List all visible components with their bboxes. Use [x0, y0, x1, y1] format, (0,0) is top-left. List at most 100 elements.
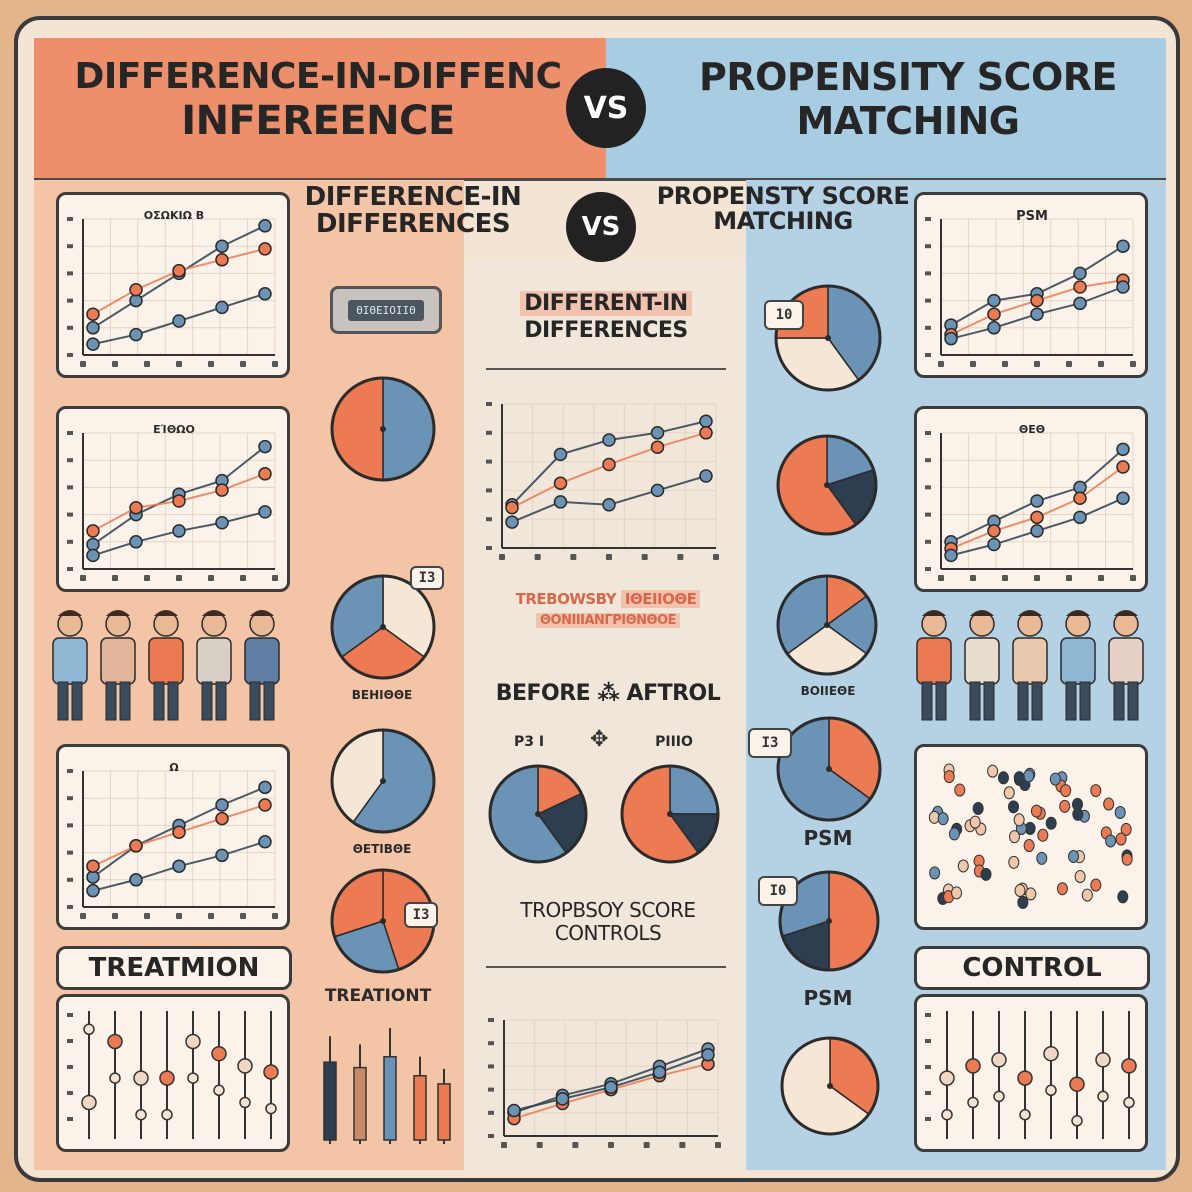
middle-title-rule: [486, 368, 726, 370]
x-tick-mark: [938, 575, 944, 581]
range-dot: [1121, 1058, 1137, 1074]
data-point: [129, 501, 143, 515]
data-point: [987, 307, 1001, 321]
pie-center: [826, 766, 832, 772]
range-dot: [991, 1052, 1007, 1068]
data-point: [86, 321, 100, 335]
scatter-point: [1090, 784, 1102, 798]
left-title-line2: INFEREENCE: [181, 97, 455, 144]
data-point: [699, 414, 713, 429]
person-leg: [215, 681, 227, 721]
data-point: [129, 839, 143, 853]
data-point: [1073, 266, 1087, 281]
scatter-point: [1117, 890, 1129, 904]
y-tick-mark: [486, 488, 492, 493]
middle-arrows-icon: ✥: [590, 726, 609, 751]
person-leg: [167, 681, 179, 721]
data-point: [987, 321, 1001, 335]
x-tick-mark: [641, 554, 648, 560]
data-point: [86, 337, 100, 351]
scatter-point: [1121, 852, 1133, 866]
scatter-point: [1105, 834, 1117, 848]
range-dot: [213, 1084, 225, 1097]
y-tick-mark: [67, 905, 73, 909]
x-tick-mark: [176, 575, 182, 581]
subheader-right-line2: MATCHING: [713, 207, 853, 236]
pie-center: [380, 918, 386, 924]
right-pie-badge-3: Ι0: [758, 876, 798, 906]
y-tick-mark: [488, 1110, 494, 1115]
range-dot: [265, 1102, 277, 1115]
person-leg: [935, 681, 947, 721]
data-point: [699, 426, 713, 440]
x-tick-mark: [240, 575, 246, 581]
data-point: [650, 426, 665, 440]
middle-panel-background: [464, 260, 746, 1170]
x-tick-mark: [643, 1142, 650, 1148]
right-dot-chart: [914, 994, 1148, 1152]
y-tick-mark: [925, 485, 931, 490]
data-point: [1030, 293, 1044, 308]
right-line-chart-2: ΘΕΘ: [914, 406, 1148, 592]
header-left-banner: [34, 38, 606, 181]
y-tick-mark: [925, 567, 931, 571]
right-pie-2: [776, 434, 878, 536]
y-tick-mark: [925, 353, 931, 357]
data-point: [1030, 524, 1044, 538]
data-point: [555, 1092, 570, 1106]
data-point: [1030, 494, 1044, 508]
scatter-point: [1103, 797, 1115, 811]
range-dot: [993, 1090, 1005, 1103]
left-title: DIFFERENCE-IN-DIFFENC INFEREENCE: [48, 58, 588, 142]
scatter-point: [929, 866, 941, 880]
data-point: [172, 825, 186, 839]
scatter-point: [1090, 878, 1102, 892]
series-line: [92, 247, 266, 316]
y-tick-mark: [488, 1018, 494, 1022]
range-dot: [1071, 1115, 1083, 1127]
scatter-point: [1023, 839, 1035, 853]
x-tick-mark: [144, 361, 150, 367]
scatter-point: [1115, 832, 1127, 846]
x-tick-mark: [1066, 575, 1072, 581]
middle-pie-left-label: Ρ3 Ι: [513, 734, 545, 750]
left-treatment-tag: TREATMION: [56, 946, 292, 990]
person-leg: [71, 681, 83, 721]
x-tick-mark: [80, 575, 86, 581]
y-tick-mark: [925, 217, 931, 221]
y-tick-mark: [67, 298, 73, 303]
y-tick-mark: [67, 769, 73, 773]
data-point: [215, 811, 229, 826]
person-hair: [106, 610, 130, 616]
x-tick-mark: [608, 1142, 614, 1148]
data-point: [505, 515, 519, 529]
data-point: [172, 859, 186, 873]
x-tick-mark: [679, 1142, 686, 1148]
y-tick-mark: [925, 1091, 931, 1095]
x-tick-mark: [112, 913, 118, 919]
left-pie-badge: Ι3: [410, 566, 444, 590]
x-tick-mark: [1002, 575, 1008, 581]
x-tick-mark: [715, 1142, 721, 1148]
scatter-point: [1056, 882, 1068, 896]
left-chart2-title: ΕΊΘΩΟ: [153, 423, 195, 436]
candle-body: [437, 1083, 451, 1141]
pie-center: [380, 624, 386, 630]
scatter-point: [957, 859, 969, 873]
middle-title-line2: DIFFERENCES: [524, 318, 688, 344]
data-point: [944, 331, 958, 346]
scatter-point: [1049, 772, 1061, 786]
x-tick-mark: [144, 575, 150, 581]
person-torso: [916, 637, 952, 685]
person-leg: [983, 681, 995, 721]
data-point: [1116, 442, 1130, 457]
person-leg: [57, 681, 69, 721]
data-point: [602, 433, 616, 447]
infographic-board: DIFFERENCE-IN-DIFFENC INFEREENCE VS PROP…: [14, 16, 1180, 1182]
person-torso: [196, 637, 232, 685]
header-right-banner: [606, 38, 1166, 181]
scatter-point: [972, 801, 984, 815]
left-candle-chart: [323, 1028, 451, 1144]
left-bottom-treatment-label: TREATIONT: [324, 986, 432, 1006]
person-leg: [1079, 681, 1091, 721]
